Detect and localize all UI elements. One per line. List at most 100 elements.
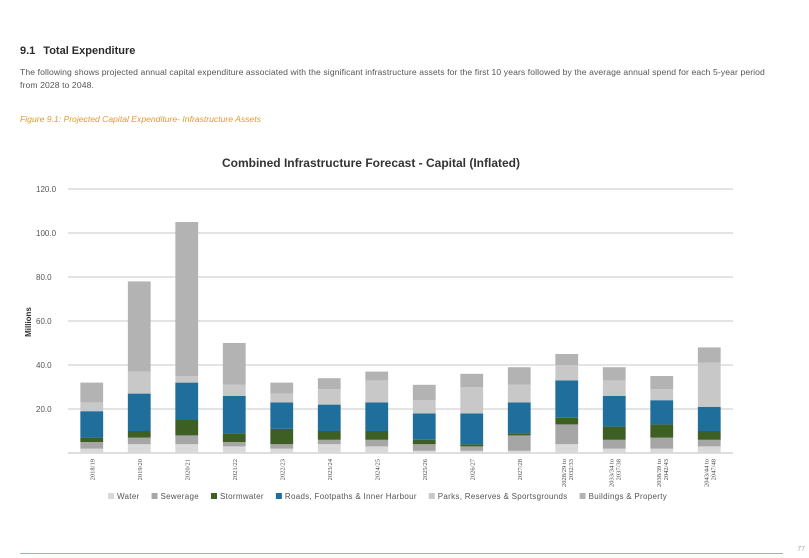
gridlines (68, 188, 733, 454)
y-tick-label: 20.0 (36, 405, 52, 414)
x-tick-label: 2027/28 (517, 459, 524, 480)
y-axis-ticks: 20.0 40.0 60.0 80.0 100.0 120.0 (36, 185, 57, 414)
bar-segment (602, 367, 626, 381)
intro-paragraph: The following shows projected annual cap… (20, 67, 765, 90)
bar-segment (697, 431, 721, 440)
bar-segment (412, 413, 436, 440)
bar-segment (222, 343, 246, 385)
bar-segment (270, 444, 294, 449)
y-tick-label: 100.0 (36, 229, 57, 238)
bar-segment (507, 450, 531, 453)
bar-segment (222, 442, 246, 447)
legend-label: Buildings & Property (589, 492, 667, 501)
bar-segment (175, 444, 199, 453)
bar-segment (507, 402, 531, 434)
x-tick-label: 2019/20 (137, 459, 144, 480)
bar-segment (555, 354, 579, 365)
bar-segment (222, 446, 246, 453)
bar-segment (460, 413, 484, 445)
bar-segment (507, 433, 531, 436)
bar-segment (317, 431, 341, 440)
bar-segment (602, 439, 626, 449)
stacked-bar-chart: Combined Infrastructure Forecast - Capit… (24, 156, 733, 501)
bar-segment (317, 439, 341, 445)
bar-segment (175, 435, 199, 445)
y-tick-label: 60.0 (36, 317, 52, 326)
bar-segment (460, 444, 484, 447)
bar-segment (412, 439, 436, 445)
legend-swatch (579, 493, 586, 499)
y-tick-label: 80.0 (36, 273, 52, 282)
section-title: Total Expenditure (43, 45, 136, 57)
bar-segment (270, 393, 294, 403)
bar-segment (650, 389, 674, 401)
x-tick-label: 2022/23 (279, 459, 286, 480)
bar-segment (697, 446, 721, 453)
bar-segment (175, 222, 199, 376)
bar-segment (460, 446, 484, 451)
bottom-rule (20, 553, 783, 554)
bar-segment (507, 435, 531, 451)
bar-segment (412, 444, 436, 451)
bar-segment (365, 439, 389, 447)
bar-segment (555, 417, 579, 425)
bar-segment (270, 448, 294, 453)
bar-segment (555, 444, 579, 453)
bar-segment (365, 446, 389, 453)
legend-swatch (108, 493, 114, 499)
bar-segment (412, 384, 436, 401)
legend-swatch (275, 493, 282, 499)
bar-segment (270, 428, 294, 445)
legend-label: Roads, Footpaths & Inner Harbour (285, 492, 417, 501)
bar-segment (127, 393, 151, 431)
bar-segment (317, 404, 341, 431)
legend-swatch (151, 493, 158, 499)
bar-segment (175, 420, 199, 436)
legend-label: Sewerage (161, 492, 200, 501)
bar-segment (365, 431, 389, 440)
bar-segment (412, 450, 436, 453)
bar-segment (127, 371, 151, 394)
bar-segment (175, 376, 199, 383)
x-tick-label: 2025/26 (422, 458, 429, 480)
bar-segment (270, 382, 294, 394)
x-tick-label: 2028/29 to2032/33 (561, 459, 575, 487)
bar-segment (602, 380, 626, 396)
bar-segment (365, 371, 389, 381)
bar-segment (317, 378, 341, 390)
legend-label: Water (117, 492, 140, 501)
bar-segment (222, 433, 246, 442)
bar-segment (127, 437, 151, 445)
bar-segment (317, 389, 341, 405)
x-tick-label: 2023/24 (327, 458, 334, 480)
bar-segment (175, 382, 199, 420)
bar-segment (650, 448, 674, 453)
bar-segment (697, 439, 721, 447)
page-number: 77 (797, 546, 805, 553)
legend-swatch (428, 493, 435, 499)
x-tick-label: 2020/21 (184, 459, 191, 480)
bar-segment (460, 450, 484, 453)
legend-label: Stormwater (220, 492, 264, 501)
x-tick-label: 2026/27 (469, 458, 476, 480)
bar-segment (127, 431, 151, 438)
bar-segment (555, 424, 579, 445)
bar-segment (697, 362, 721, 407)
bar-segment (650, 424, 674, 438)
bar-segment (602, 395, 626, 427)
bar-segment (507, 367, 531, 385)
section-heading: 9.1 Total Expenditure (20, 45, 143, 57)
bar-segment (650, 400, 674, 425)
section-number: 9.1 (20, 45, 36, 57)
bar-segment (460, 373, 484, 387)
x-tick-label: 2021/22 (232, 459, 239, 480)
bar-segment (650, 376, 674, 390)
x-tick-label: 2018/19 (89, 459, 96, 480)
legend-label: Parks, Reserves & Sportsgrounds (438, 492, 568, 501)
bars (80, 222, 721, 453)
bar-segment (80, 448, 104, 453)
bar-segment (127, 281, 151, 372)
bar-segment (365, 402, 389, 431)
bar-segment (697, 347, 721, 363)
bar-segment (317, 444, 341, 453)
